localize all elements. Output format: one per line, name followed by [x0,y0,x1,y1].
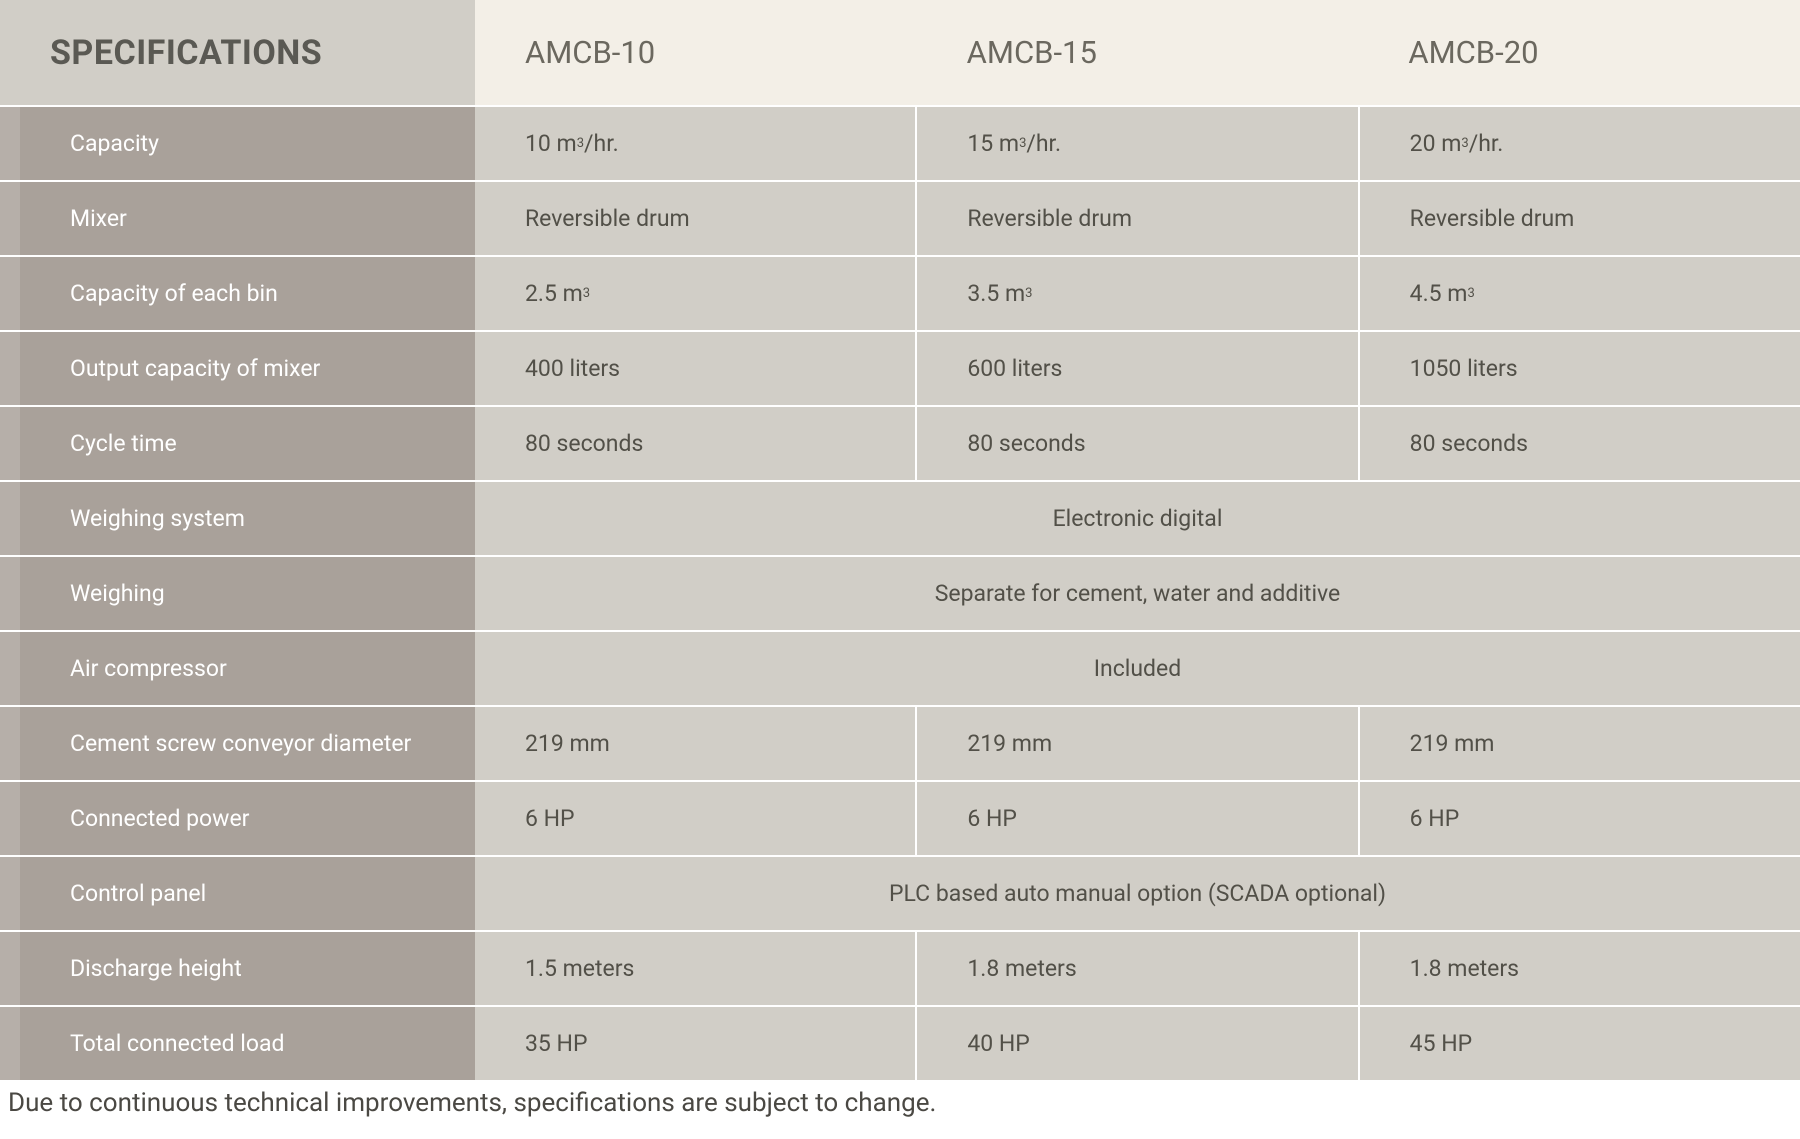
table-row: Weighing systemElectronic digital [0,480,1800,555]
row-label: Cement screw conveyor diameter [0,707,475,780]
row-cell: 45 HP [1360,1007,1800,1080]
row-values: 400 liters600 liters1050 liters [475,332,1800,405]
row-values: Separate for cement, water and additive [475,557,1800,630]
row-values: 80 seconds80 seconds80 seconds [475,407,1800,480]
row-cell: 35 HP [475,1007,917,1080]
row-cell: 40 HP [917,1007,1359,1080]
row-cell: 10 m3/hr. [475,107,917,180]
row-cell: 1.8 meters [1360,932,1800,1005]
row-cell: 80 seconds [475,407,917,480]
row-label: Discharge height [0,932,475,1005]
row-label: Mixer [0,182,475,255]
row-values: 1.5 meters1.8 meters1.8 meters [475,932,1800,1005]
table-row: MixerReversible drumReversible drumRever… [0,180,1800,255]
row-values: 35 HP40 HP45 HP [475,1007,1800,1080]
table-row: Discharge height1.5 meters1.8 meters1.8 … [0,930,1800,1005]
table-row: Air compressorIncluded [0,630,1800,705]
row-label: Output capacity of mixer [0,332,475,405]
row-cell: 1.8 meters [917,932,1359,1005]
row-cell: 600 liters [917,332,1359,405]
row-cell: 80 seconds [917,407,1359,480]
table-row: Output capacity of mixer400 liters600 li… [0,330,1800,405]
row-values: 2.5 m33.5 m34.5 m3 [475,257,1800,330]
table-column-headers: AMCB-10 AMCB-15 AMCB-20 [475,0,1800,105]
row-cell: 4.5 m3 [1360,257,1800,330]
table-row: Cement screw conveyor diameter219 mm219 … [0,705,1800,780]
row-label: Capacity of each bin [0,257,475,330]
row-cell: 400 liters [475,332,917,405]
row-label: Cycle time [0,407,475,480]
row-cell: 6 HP [475,782,917,855]
col-header-2: AMCB-20 [1358,0,1800,105]
row-values: Reversible drumReversible drumReversible… [475,182,1800,255]
row-cell: 20 m3/hr. [1360,107,1800,180]
row-values: 6 HP6 HP6 HP [475,782,1800,855]
row-cell: 3.5 m3 [917,257,1359,330]
row-values: Included [475,632,1800,705]
row-cell: 1.5 meters [475,932,917,1005]
row-label: Weighing [0,557,475,630]
row-cell: 80 seconds [1360,407,1800,480]
table-row: Control panelPLC based auto manual optio… [0,855,1800,930]
row-cell: 15 m3/hr. [917,107,1359,180]
row-cell: 219 mm [917,707,1359,780]
row-values: 219 mm219 mm219 mm [475,707,1800,780]
col-header-0: AMCB-10 [475,0,917,105]
row-label: Weighing system [0,482,475,555]
row-span-value: Separate for cement, water and additive [475,557,1800,630]
row-cell: Reversible drum [917,182,1359,255]
row-cell: 6 HP [1360,782,1800,855]
table-row: Capacity of each bin2.5 m33.5 m34.5 m3 [0,255,1800,330]
row-label: Control panel [0,857,475,930]
row-values: PLC based auto manual option (SCADA opti… [475,857,1800,930]
specifications-table: SPECIFICATIONS AMCB-10 AMCB-15 AMCB-20 C… [0,0,1800,1080]
table-row: Total connected load35 HP40 HP45 HP [0,1005,1800,1080]
col-header-1: AMCB-15 [917,0,1359,105]
row-label: Connected power [0,782,475,855]
row-cell: 1050 liters [1360,332,1800,405]
row-span-value: Included [475,632,1800,705]
row-values: Electronic digital [475,482,1800,555]
row-values: 10 m3/hr.15 m3/hr.20 m3/hr. [475,107,1800,180]
row-cell: 219 mm [1360,707,1800,780]
footnote-text: Due to continuous technical improvements… [0,1080,1800,1118]
table-row: Cycle time80 seconds80 seconds80 seconds [0,405,1800,480]
table-title: SPECIFICATIONS [0,0,475,105]
row-cell: Reversible drum [1360,182,1800,255]
row-label: Air compressor [0,632,475,705]
table-row: Connected power6 HP6 HP6 HP [0,780,1800,855]
row-cell: Reversible drum [475,182,917,255]
row-cell: 6 HP [917,782,1359,855]
row-cell: 2.5 m3 [475,257,917,330]
table-row: WeighingSeparate for cement, water and a… [0,555,1800,630]
table-header-row: SPECIFICATIONS AMCB-10 AMCB-15 AMCB-20 [0,0,1800,105]
table-row: Capacity10 m3/hr.15 m3/hr.20 m3/hr. [0,105,1800,180]
row-label: Total connected load [0,1007,475,1080]
row-span-value: PLC based auto manual option (SCADA opti… [475,857,1800,930]
row-cell: 219 mm [475,707,917,780]
row-label: Capacity [0,107,475,180]
row-span-value: Electronic digital [475,482,1800,555]
table-body: Capacity10 m3/hr.15 m3/hr.20 m3/hr.Mixer… [0,105,1800,1080]
